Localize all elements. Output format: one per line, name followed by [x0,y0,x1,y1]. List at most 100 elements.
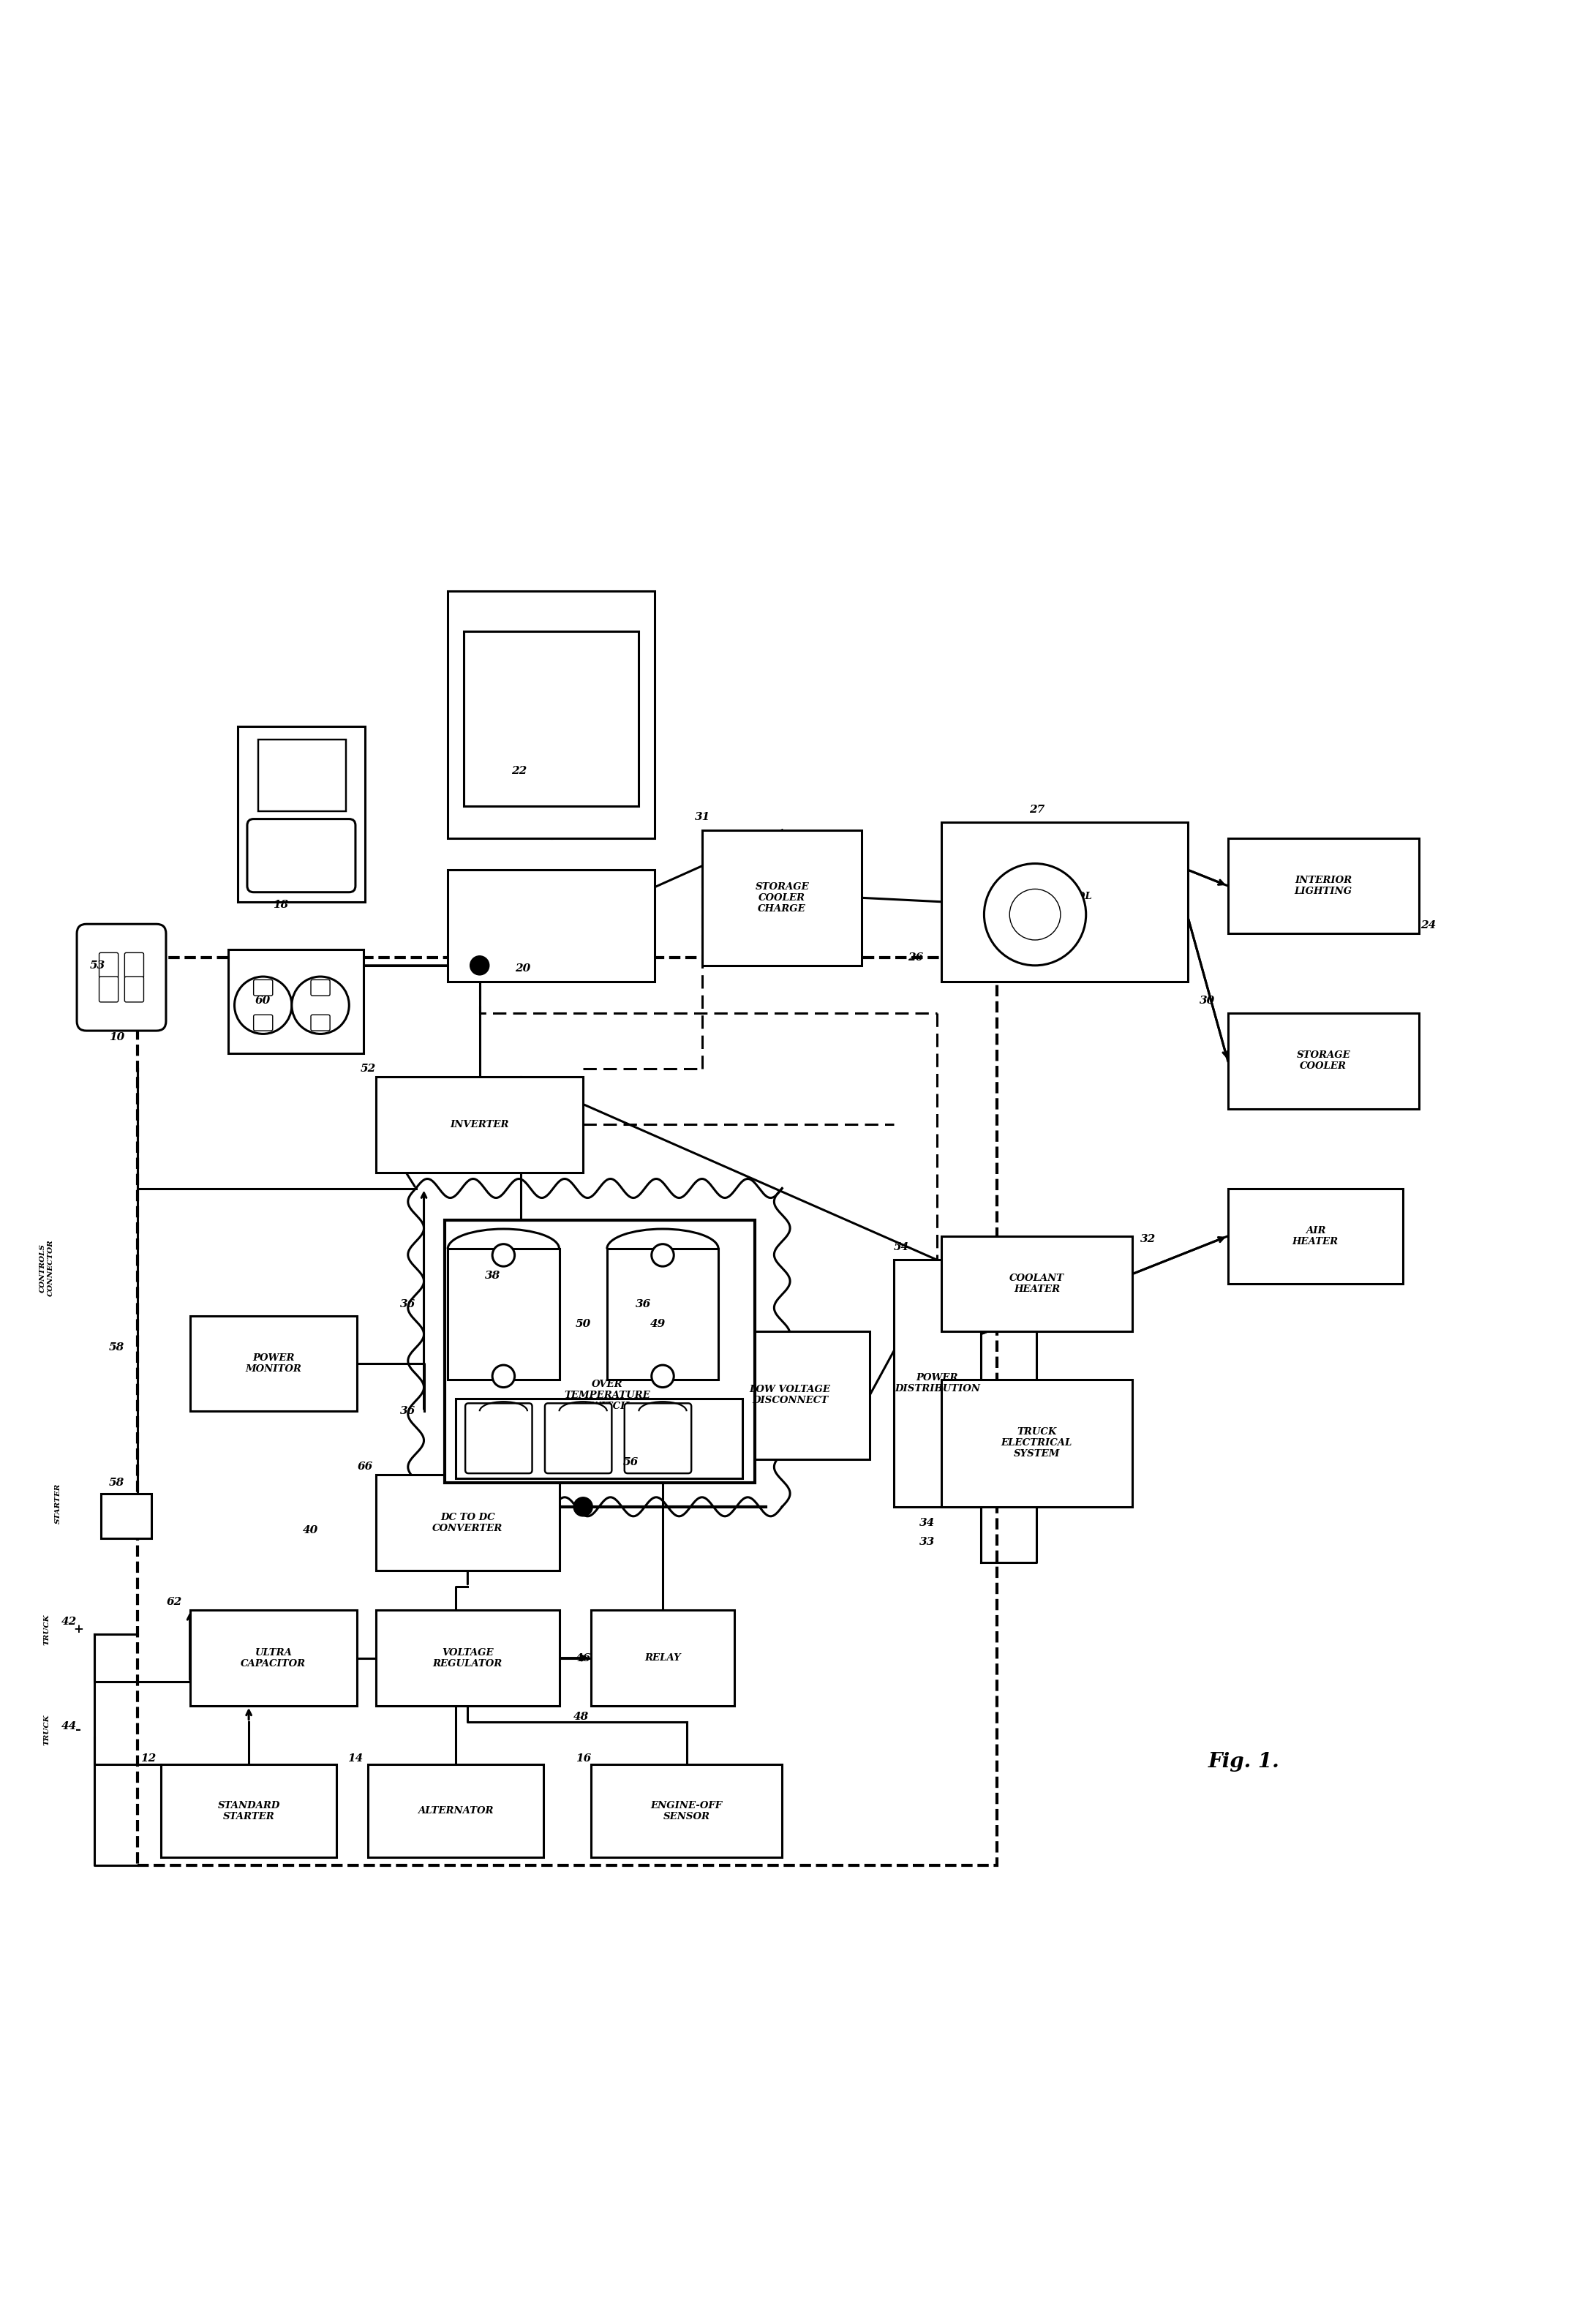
FancyBboxPatch shape [124,976,144,1002]
Text: 20: 20 [516,965,530,974]
FancyBboxPatch shape [377,1078,583,1173]
Text: 60: 60 [255,995,271,1006]
Text: +: + [73,1624,83,1635]
FancyBboxPatch shape [1227,1189,1403,1284]
Text: OVER
TEMPERATURE
SWITCH: OVER TEMPERATURE SWITCH [563,1379,650,1411]
FancyBboxPatch shape [544,1404,611,1473]
Text: 44: 44 [61,1721,77,1732]
FancyBboxPatch shape [190,1610,358,1705]
Text: 54: 54 [894,1242,910,1251]
FancyBboxPatch shape [942,1235,1132,1332]
Text: AIR
HEATER: AIR HEATER [1293,1226,1339,1247]
Text: 14: 14 [348,1753,364,1763]
FancyBboxPatch shape [247,819,356,893]
Text: STORAGE
COOLER
CHARGE: STORAGE COOLER CHARGE [755,881,809,914]
FancyBboxPatch shape [238,726,365,902]
FancyBboxPatch shape [591,1765,782,1857]
Text: 36: 36 [635,1300,651,1309]
Circle shape [573,1497,592,1517]
Text: 52: 52 [361,1064,377,1073]
Text: POWER
DISTRIBUTION: POWER DISTRIBUTION [894,1374,980,1395]
Text: CONTROL
PANEL: CONTROL PANEL [1037,891,1092,911]
FancyBboxPatch shape [466,1404,531,1473]
Text: 58: 58 [109,1478,124,1487]
Text: 56: 56 [622,1457,638,1466]
FancyBboxPatch shape [591,1610,734,1705]
FancyBboxPatch shape [942,821,1187,981]
Text: ENGINE-OFF
SENSOR: ENGINE-OFF SENSOR [651,1800,723,1820]
FancyBboxPatch shape [228,951,364,1052]
Text: 32: 32 [1141,1235,1156,1244]
FancyBboxPatch shape [702,830,862,965]
FancyBboxPatch shape [99,953,118,978]
Text: VOLTAGE
REGULATOR: VOLTAGE REGULATOR [433,1647,503,1668]
FancyBboxPatch shape [254,1015,273,1032]
Text: 58: 58 [109,1342,124,1353]
Text: 53: 53 [89,960,105,971]
Text: 48: 48 [573,1712,589,1721]
Text: CONTROLS
CONNECTOR: CONTROLS CONNECTOR [40,1240,54,1295]
FancyBboxPatch shape [445,1221,755,1483]
Text: 66: 66 [358,1462,373,1471]
FancyBboxPatch shape [448,870,654,981]
Text: LOW VOLTAGE
DISCONNECT: LOW VOLTAGE DISCONNECT [750,1385,830,1406]
FancyBboxPatch shape [99,976,118,1002]
FancyBboxPatch shape [448,1249,559,1379]
FancyBboxPatch shape [161,1765,337,1857]
FancyBboxPatch shape [311,1015,330,1032]
FancyBboxPatch shape [124,953,144,978]
Circle shape [235,976,292,1034]
Text: 34: 34 [919,1517,935,1529]
FancyBboxPatch shape [1227,1013,1419,1108]
Text: ULTRA
CAPACITOR: ULTRA CAPACITOR [241,1647,306,1668]
FancyBboxPatch shape [710,1332,870,1460]
Text: COOLANT
HEATER: COOLANT HEATER [1009,1274,1065,1293]
Text: TRUCK
ELECTRICAL
SYSTEM: TRUCK ELECTRICAL SYSTEM [1001,1427,1073,1460]
FancyBboxPatch shape [894,1261,982,1506]
Text: 24: 24 [1420,921,1436,930]
FancyBboxPatch shape [259,740,346,812]
Text: STORAGE
COOLER: STORAGE COOLER [1296,1050,1350,1071]
Text: INVERTER: INVERTER [450,1119,509,1129]
FancyBboxPatch shape [369,1765,543,1857]
Text: ALTERNATOR: ALTERNATOR [418,1806,493,1816]
FancyBboxPatch shape [77,925,166,1032]
Circle shape [985,863,1085,965]
Text: TRUCK: TRUCK [43,1714,49,1746]
Text: 50: 50 [575,1318,591,1328]
Circle shape [1010,888,1060,939]
FancyBboxPatch shape [311,981,330,995]
Text: -: - [75,1723,81,1737]
Text: 36: 36 [401,1406,415,1416]
Text: Fig. 1.: Fig. 1. [1208,1751,1280,1772]
FancyBboxPatch shape [101,1494,152,1538]
FancyBboxPatch shape [448,592,654,837]
Text: 26: 26 [908,953,924,962]
Text: TRUCK: TRUCK [43,1614,49,1645]
Text: 22: 22 [512,766,527,777]
FancyBboxPatch shape [527,1332,686,1460]
Text: 16: 16 [575,1753,591,1763]
Circle shape [492,1365,514,1388]
Text: RELAY: RELAY [645,1654,681,1663]
Text: 36: 36 [401,1300,415,1309]
Circle shape [492,1244,514,1265]
Text: 18: 18 [273,900,289,909]
Text: 30: 30 [1199,995,1215,1006]
Text: 33: 33 [919,1536,935,1547]
Text: STANDARD
STARTER: STANDARD STARTER [217,1800,279,1820]
Text: 40: 40 [303,1527,319,1536]
Circle shape [651,1365,674,1388]
FancyBboxPatch shape [377,1476,559,1571]
Text: 42: 42 [61,1617,77,1626]
Circle shape [471,955,488,976]
Text: 12: 12 [140,1753,156,1763]
FancyBboxPatch shape [1227,837,1419,934]
Text: 31: 31 [694,812,710,823]
Text: STARTER: STARTER [54,1483,61,1524]
Circle shape [292,976,350,1034]
FancyBboxPatch shape [464,631,638,807]
Text: 38: 38 [485,1270,500,1281]
Text: 27: 27 [1029,805,1044,814]
FancyBboxPatch shape [456,1399,742,1478]
